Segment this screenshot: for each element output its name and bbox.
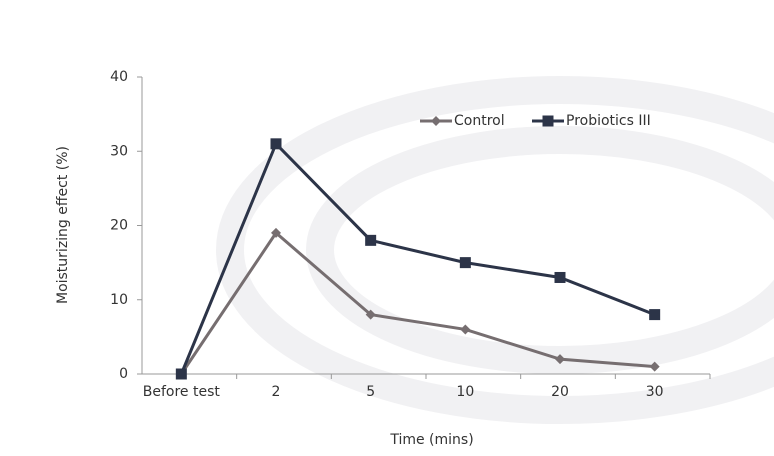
diamond-marker bbox=[649, 361, 660, 372]
legend-label: Probiotics III bbox=[566, 113, 651, 129]
diamond-marker bbox=[460, 324, 471, 335]
diamond-marker bbox=[431, 116, 441, 126]
y-tick-label: 20 bbox=[110, 218, 128, 234]
diamond-marker bbox=[271, 227, 281, 238]
x-tick-label: 10 bbox=[456, 384, 474, 400]
series-line bbox=[180, 230, 655, 375]
series-line bbox=[179, 141, 656, 375]
square-marker bbox=[649, 309, 661, 321]
square-marker bbox=[459, 257, 471, 269]
watermark bbox=[216, 76, 774, 424]
legend: Control Probiotics III bbox=[420, 113, 651, 129]
x-tick-label: 30 bbox=[646, 384, 664, 400]
diamond-marker bbox=[365, 309, 376, 320]
x-tick-label: 2 bbox=[272, 384, 281, 400]
x-axis-label: Time (mins) bbox=[389, 432, 473, 448]
square-marker bbox=[175, 368, 187, 380]
x-tick-label: Before test bbox=[143, 384, 221, 400]
square-marker bbox=[270, 138, 282, 150]
x-tick-label: 5 bbox=[366, 384, 375, 400]
square-marker bbox=[542, 115, 554, 127]
y-tick-label: 10 bbox=[110, 292, 128, 308]
y-axis-label: Moisturizing effect (%) bbox=[55, 146, 71, 304]
diamond-marker bbox=[555, 354, 565, 365]
y-tick-label: 30 bbox=[110, 143, 128, 159]
square-marker bbox=[554, 271, 566, 283]
y-tick-label: 0 bbox=[119, 366, 128, 382]
x-tick-label: 20 bbox=[551, 384, 569, 400]
legend-label: Control bbox=[454, 113, 505, 129]
y-tick-label: 40 bbox=[110, 69, 128, 85]
square-marker bbox=[365, 234, 377, 246]
